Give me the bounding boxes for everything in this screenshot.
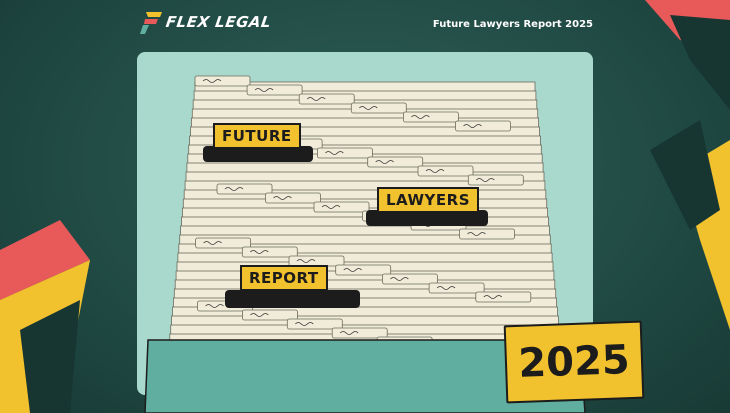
file-card-tab <box>455 120 511 132</box>
tab-scribble <box>476 178 495 182</box>
file-card-tab <box>265 192 321 204</box>
tab-scribble <box>203 241 222 245</box>
file-card-tab <box>316 147 373 159</box>
tab-scribble <box>325 151 344 155</box>
file-card-tab <box>246 84 303 96</box>
tab-scribble <box>295 322 314 326</box>
tab-scribble <box>273 196 292 200</box>
label-holder-lawyers <box>366 210 488 226</box>
tab-scribble <box>250 250 269 254</box>
tab-scribble <box>296 259 316 263</box>
tab-scribble <box>390 277 409 281</box>
tab-scribble <box>250 313 269 317</box>
file-card-tab <box>428 282 485 294</box>
report-title: Future Lawyers Report 2025 <box>432 19 593 30</box>
file-card-tab <box>313 201 370 213</box>
year-tag: 2025 <box>503 320 645 404</box>
file-card-tab <box>475 291 532 303</box>
brand-name: FLEX LEGAL <box>164 13 273 31</box>
tab-scribble <box>343 268 362 272</box>
tab-scribble <box>306 97 326 101</box>
tab-scribble <box>483 295 503 299</box>
decor-stripe-dark-top <box>670 15 730 110</box>
tab-scribble <box>463 124 482 128</box>
decor-stripe-dark-left <box>20 300 80 413</box>
tab-scribble <box>359 106 378 110</box>
tab-scribble <box>321 205 341 209</box>
tab-scribble <box>411 115 430 119</box>
tab-scribble <box>425 169 445 173</box>
decor-stripe-red-left <box>0 220 90 300</box>
file-card-tab <box>381 273 438 285</box>
label-report: REPORT <box>240 265 328 291</box>
file-card-tab <box>402 111 459 123</box>
file-card-tab <box>298 93 355 105</box>
file-card-tab <box>367 156 424 168</box>
file-card-tab <box>241 246 298 258</box>
file-card-tab <box>335 264 392 276</box>
decor-stripe-dark-right <box>650 120 720 230</box>
drawer-front <box>144 339 586 413</box>
file-card-tab <box>350 102 407 114</box>
tab-scribble <box>339 331 359 335</box>
tab-scribble <box>467 232 486 236</box>
file-card-tab <box>195 237 252 249</box>
file-card-tab <box>216 183 273 195</box>
file-card-tab <box>459 228 515 240</box>
tab-scribble <box>224 187 244 191</box>
tab-scribble <box>205 304 224 308</box>
label-holder-future <box>203 146 313 162</box>
tab-scribble <box>436 286 456 290</box>
label-future: FUTURE <box>213 123 301 149</box>
tab-scribble <box>375 160 394 164</box>
label-lawyers: LAWYERS <box>377 187 480 213</box>
brand-logo: FLEX LEGAL <box>140 10 273 34</box>
file-card-tab <box>467 174 524 186</box>
file-card-tab <box>331 327 388 339</box>
file-card-tab <box>286 318 343 330</box>
file-card-tab <box>241 309 298 321</box>
label-holder-report <box>225 290 360 308</box>
flex-legal-logo-icon <box>140 12 162 34</box>
tab-scribble <box>202 79 222 83</box>
file-card-tab <box>417 165 474 177</box>
file-card-tab <box>194 75 251 87</box>
tab-scribble <box>254 88 274 92</box>
